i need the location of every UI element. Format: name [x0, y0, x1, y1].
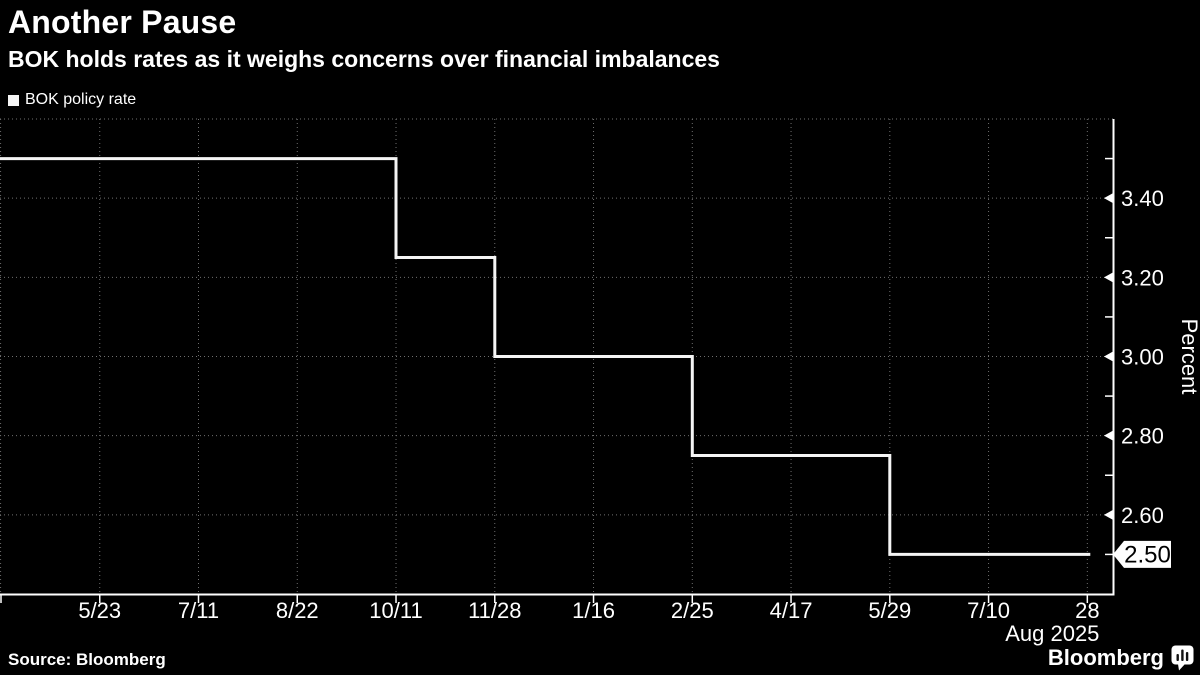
y-major-tick [1104, 272, 1113, 283]
y-tick-label: 2.80 [1121, 424, 1164, 449]
y-tick-label: 3.20 [1121, 265, 1164, 290]
policy-rate-line [0, 157, 1091, 556]
x-tick-label: 8/22 [276, 598, 319, 623]
last-value-tag [1113, 540, 1171, 568]
y-major-tick [1104, 351, 1113, 362]
chart-title: Another Pause [8, 4, 237, 40]
x-tick-label: 5/29 [868, 598, 911, 623]
x-tick-label: 10/11 [369, 598, 422, 623]
x-tick-label: 7/10 [967, 598, 1010, 623]
x-axis-period-label: Aug 2025 [1005, 621, 1099, 646]
x-tick-label: 28 [1075, 598, 1099, 623]
y-axis-title: Percent [1177, 319, 1200, 395]
x-tick-label: 1/16 [572, 598, 615, 623]
x-tick-label: 4/17 [770, 598, 813, 623]
y-tick-label: 3.40 [1121, 186, 1164, 211]
bloomberg-wordmark: Bloomberg [1047, 645, 1164, 670]
y-tick-label: 3.00 [1121, 345, 1164, 370]
legend-swatch-icon [8, 94, 19, 106]
y-major-tick [1104, 430, 1113, 441]
x-tick-label: 11/28 [468, 598, 521, 623]
y-major-tick [1104, 509, 1113, 520]
y-tick-label: 2.60 [1121, 503, 1164, 528]
source-note: Source: Bloomberg [8, 650, 166, 669]
x-tick-label: 2/25 [671, 598, 714, 623]
legend: BOK policy rate [8, 91, 136, 109]
x-tick-label: 5/23 [78, 598, 121, 623]
chart-subtitle: BOK holds rates as it weighs concerns ov… [8, 46, 720, 72]
legend-label: BOK policy rate [25, 91, 137, 108]
y-major-tick [1104, 193, 1113, 204]
last-value-label: 2.50 [1124, 541, 1171, 568]
bloomberg-terminal-icon [1171, 645, 1194, 671]
bloomberg-logo: Bloomberg [1048, 645, 1194, 671]
x-tick-label: 7/11 [178, 598, 219, 623]
